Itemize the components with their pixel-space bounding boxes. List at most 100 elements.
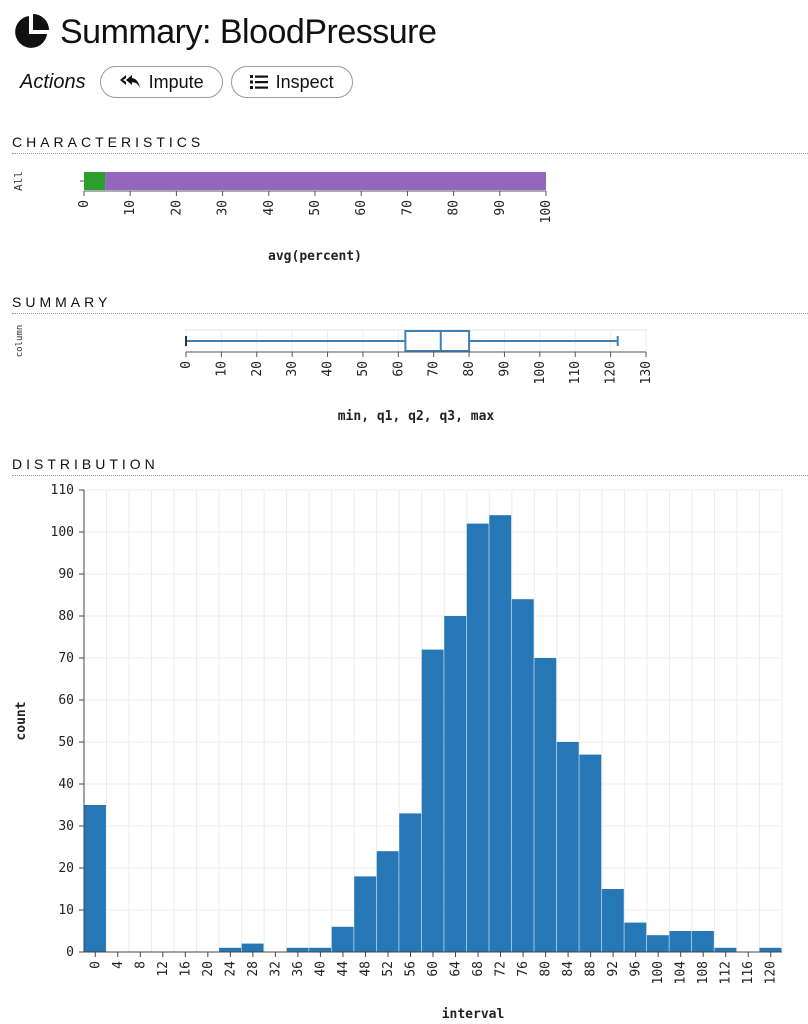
section-title-characteristics: CHARACTERISTICS [12, 134, 205, 150]
x-tick-label: 108 [696, 961, 711, 984]
reply-all-icon [119, 75, 140, 88]
y-tick-label: 40 [58, 777, 74, 792]
section-divider [12, 475, 808, 476]
histogram-bar [624, 922, 647, 952]
x-tick-label: 30 [285, 361, 300, 377]
impute-button[interactable]: Impute [99, 66, 223, 98]
x-tick-label: 0 [88, 961, 103, 969]
category-label: All [12, 171, 25, 191]
x-tick-label: 28 [246, 961, 261, 977]
iqr-box [404, 330, 471, 352]
x-tick-label: 40 [313, 961, 328, 977]
pie-chart-icon [15, 14, 49, 48]
y-tick-label: 20 [58, 861, 74, 876]
x-tick-label: 80 [447, 200, 462, 216]
y-tick-label: 60 [58, 693, 74, 708]
histogram-bar [331, 926, 354, 952]
y-tick-label: 90 [58, 567, 74, 582]
x-tick-label: 120 [764, 961, 779, 984]
x-tick-label: 76 [516, 961, 531, 977]
histogram-bar [601, 889, 624, 952]
y-axis-title: count [14, 701, 29, 740]
x-tick-label: 80 [462, 361, 477, 377]
x-axis-title: avg(percent) [268, 249, 362, 264]
histogram-bar [489, 515, 512, 952]
y-tick-label: 30 [58, 819, 74, 834]
x-tick-label: 50 [356, 361, 371, 377]
x-tick-label: 92 [606, 961, 621, 977]
x-tick-label: 20 [250, 361, 265, 377]
x-axis-title: interval [442, 1007, 505, 1022]
actions-bar: Actions Impute Inspect [20, 66, 361, 98]
histogram-bar [286, 947, 309, 952]
x-tick-label: 10 [123, 200, 138, 216]
y-tick-label: 80 [58, 609, 74, 624]
x-tick-label: 32 [268, 961, 283, 977]
inspect-button[interactable]: Inspect [230, 66, 353, 98]
x-tick-label: 60 [391, 361, 406, 377]
y-tick-label: 10 [58, 903, 74, 918]
list-icon [249, 75, 268, 89]
histogram-bar [219, 947, 242, 952]
x-tick-label: 90 [497, 361, 512, 377]
histogram-bar [241, 943, 264, 952]
x-tick-label: 96 [629, 961, 644, 977]
section-title-summary: SUMMARY [12, 294, 112, 310]
x-tick-label: 16 [178, 961, 193, 977]
histogram-bar [309, 947, 332, 952]
x-tick-label: 8 [133, 961, 148, 969]
histogram-bar [354, 876, 377, 952]
histogram-bar [759, 947, 782, 952]
x-tick-label: 112 [719, 961, 734, 984]
x-tick-label: 40 [262, 200, 277, 216]
characteristics-chart: All 0 10 20 30 40 50 60 70 80 90 100 avg(percent) [12, 171, 554, 264]
histogram-bar [84, 805, 106, 952]
x-tick-label: 110 [568, 361, 583, 384]
y-tick-label: 70 [58, 651, 74, 666]
bar-segment [105, 172, 546, 190]
histogram-bar [376, 851, 399, 952]
x-tick-label: 88 [584, 961, 599, 977]
impute-button-label: Impute [148, 71, 204, 92]
section-divider [12, 313, 808, 314]
histogram-bar [714, 947, 737, 952]
summary-boxplot: column 0 10 20 30 40 50 60 70 80 90 100 110 120 130 min… [15, 325, 654, 424]
x-tick-label: 0 [77, 200, 92, 208]
x-tick-label: 100 [533, 361, 548, 384]
x-tick-label: 60 [354, 200, 369, 216]
header: Summary: BloodPressure [12, 10, 437, 54]
histogram-bar [579, 754, 602, 952]
x-tick-label: 0 [179, 361, 194, 369]
category-label: column [15, 325, 25, 358]
x-tick-label: 40 [321, 361, 336, 377]
x-tick-label: 50 [308, 200, 323, 216]
x-tick-label: 100 [539, 200, 554, 223]
x-tick-label: 104 [674, 961, 689, 985]
y-tick-label: 50 [58, 735, 74, 750]
histogram-bar [669, 931, 692, 952]
x-tick-label: 68 [471, 961, 486, 977]
x-tick-label: 80 [539, 961, 554, 977]
histogram-bar [466, 523, 489, 952]
actions-label: Actions [20, 70, 86, 93]
x-tick-label: 30 [216, 200, 231, 216]
x-tick-label: 64 [449, 961, 464, 977]
x-tick-label: 60 [426, 961, 441, 977]
x-tick-label: 44 [336, 961, 351, 977]
x-tick-label: 90 [493, 200, 508, 216]
x-tick-label: 116 [741, 961, 756, 984]
section-divider [12, 153, 808, 154]
y-tick-label: 100 [51, 525, 74, 540]
x-tick-label: 48 [358, 961, 373, 977]
y-tick-label: 0 [66, 945, 74, 960]
histogram-bar [556, 742, 579, 952]
histogram-bar [534, 658, 557, 952]
x-tick-label: 36 [291, 961, 306, 977]
histogram-bar [399, 813, 422, 952]
inspect-button-label: Inspect [275, 71, 334, 92]
x-tick-label: 120 [604, 361, 619, 384]
x-tick-label: 70 [427, 361, 442, 377]
histogram-bar [444, 616, 467, 952]
x-tick-label: 56 [403, 961, 418, 977]
x-tick-label: 12 [156, 961, 171, 977]
